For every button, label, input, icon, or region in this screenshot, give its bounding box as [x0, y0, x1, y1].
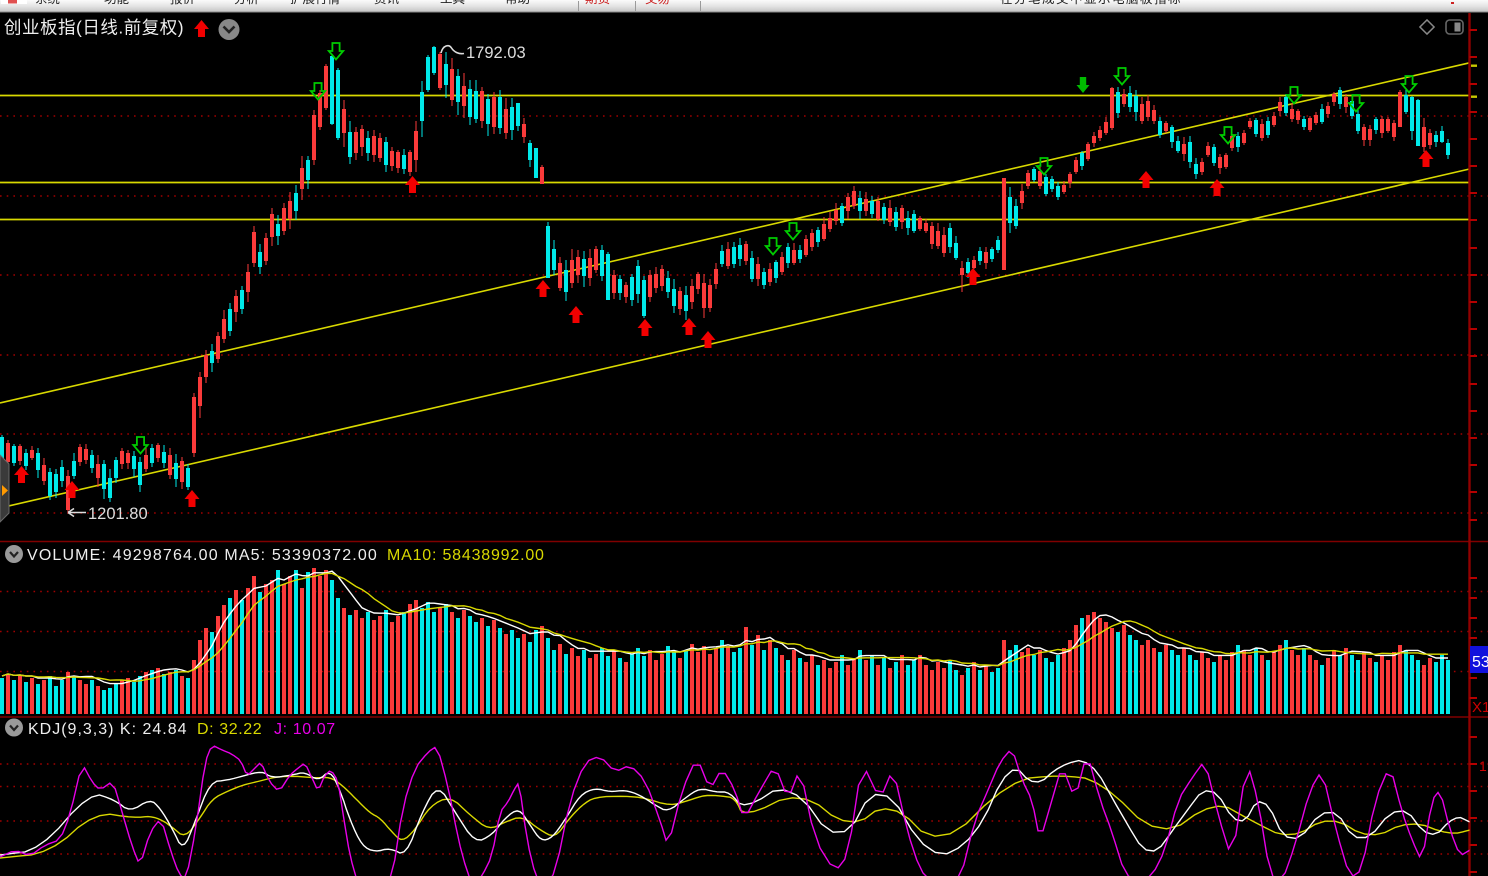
svg-text:1: 1: [1479, 758, 1487, 774]
svg-text:资讯: 资讯: [374, 0, 400, 6]
svg-text:D: 32.22: D: 32.22: [197, 721, 262, 738]
svg-text:MA10: 58438992.00: MA10: 58438992.00: [387, 547, 545, 564]
svg-text:1792.03: 1792.03: [466, 44, 526, 62]
svg-text:帮助: 帮助: [505, 0, 530, 6]
svg-text:VOLUME: 49298764.00 MA5: 5339: VOLUME: 49298764.00 MA5: 53390372.00: [27, 547, 378, 564]
svg-text:工具: 工具: [440, 0, 466, 6]
svg-text:1201.80: 1201.80: [88, 505, 148, 523]
svg-text:报价: 报价: [170, 0, 196, 6]
svg-text:分析: 分析: [234, 0, 259, 6]
svg-text:扩展行情: 扩展行情: [290, 0, 340, 6]
svg-text:创业板指(日线.前复权): 创业板指(日线.前复权): [4, 18, 184, 38]
svg-text:功能: 功能: [104, 0, 130, 6]
svg-text:X1: X1: [1472, 699, 1488, 716]
svg-text:KDJ(9,3,3) K: 24.84: KDJ(9,3,3) K: 24.84: [28, 721, 188, 738]
svg-text:在分笔成交中显示电脑板指标: 在分笔成交中显示电脑板指标: [1000, 0, 1182, 6]
svg-text:交易: 交易: [645, 0, 670, 6]
svg-text:期货: 期货: [585, 0, 610, 6]
svg-text:J: 10.07: J: 10.07: [274, 721, 336, 738]
svg-text:系统: 系统: [35, 0, 60, 6]
svg-text:53: 53: [1472, 654, 1488, 671]
